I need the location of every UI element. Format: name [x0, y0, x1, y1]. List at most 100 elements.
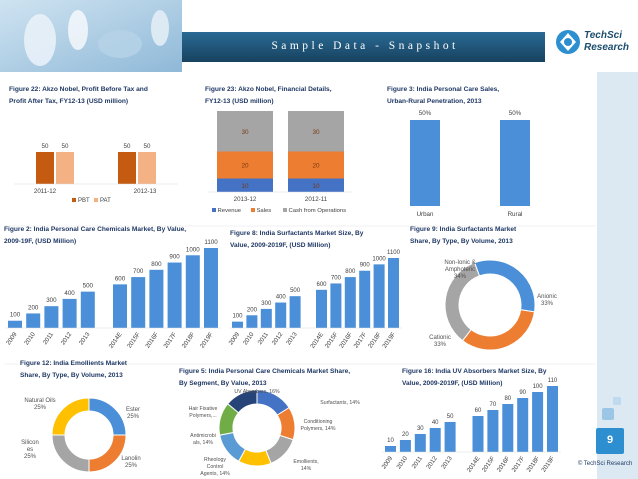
slice [227, 389, 258, 414]
data-label: 30 [241, 129, 249, 136]
bar [204, 248, 218, 328]
data-label: 100 [10, 312, 21, 319]
bar [487, 410, 499, 452]
header-band [182, 32, 545, 62]
bar [118, 152, 136, 184]
legend-label: Revenue [218, 208, 242, 214]
category-label: 2019F [540, 455, 556, 474]
bar [385, 446, 396, 452]
legend-swatch [212, 208, 216, 212]
data-label: 1100 [204, 239, 218, 246]
caption-fig5: Figure 5: India Personal Care Chemicals … [179, 366, 350, 389]
data-label: 50 [144, 143, 151, 150]
slice [88, 434, 127, 473]
data-label: 200 [247, 307, 258, 313]
data-label: 100 [232, 314, 243, 320]
slice-label: Polymers,... [189, 413, 216, 419]
caption-line: Figure 22: Akzo Nobel, Profit Before Tax… [9, 86, 148, 93]
bar [138, 152, 156, 184]
bar [472, 416, 484, 452]
bar [410, 120, 440, 206]
bar [547, 386, 558, 452]
caption-line: Figure 5: India Personal Care Chemicals … [179, 368, 351, 375]
slice-label: 33% [541, 301, 554, 307]
category-label: 2011 [411, 455, 425, 470]
category-label: 2015F [126, 331, 142, 350]
slice [51, 434, 90, 473]
data-label: 50 [62, 143, 69, 150]
bar [36, 152, 54, 184]
data-label: 1000 [372, 256, 386, 262]
slice-label: 25% [34, 405, 47, 411]
data-label: 40 [432, 420, 439, 426]
caption-line: Share, By Type, By Volume, 2013 [20, 371, 123, 379]
caption-line: Figure 16: India UV Absorbers Market Siz… [402, 368, 547, 375]
legend-swatch [251, 208, 255, 212]
slice-label: Antimicrobi [190, 433, 216, 439]
slice-label: Agents, 14% [200, 471, 230, 477]
slice [51, 397, 90, 436]
data-label: 300 [261, 301, 272, 307]
caption-fig8: Figure 8: India Surfactants Market Size,… [230, 228, 363, 251]
data-label: 10 [312, 183, 320, 190]
data-label: 600 [115, 275, 126, 282]
bar [444, 422, 456, 452]
bar [373, 264, 385, 328]
bar [275, 302, 287, 328]
data-label: 300 [46, 297, 57, 304]
bar-segment [288, 178, 344, 192]
chart-fig3: 50% Urban 50% Rural [410, 110, 530, 218]
legend-label: Sales [257, 208, 272, 214]
category-label: 2013-12 [234, 196, 257, 203]
category-label: 2010 [242, 331, 256, 347]
category-label: 2018F [525, 455, 541, 474]
bar-segment [288, 151, 344, 179]
data-label: 60 [475, 408, 482, 414]
caption-line: By Segment, By Value, 2013 [179, 379, 267, 387]
slice-label: Non-Ionic & [444, 260, 475, 266]
caption-fig12: Figure 12: India Emollients Market Share… [20, 358, 127, 381]
bar-segment [288, 111, 344, 152]
data-label: 1100 [387, 250, 401, 256]
caption-line: Figure 23: Akzo Nobel, Financial Details… [205, 86, 332, 93]
category-label: 2016F [338, 331, 354, 350]
category-label: Urban [417, 211, 434, 218]
bar [316, 289, 327, 328]
category-label: 2010 [395, 455, 409, 471]
slice-label: Lanolin [121, 456, 140, 462]
data-label: 600 [316, 282, 327, 288]
data-label: 700 [331, 275, 342, 281]
category-label: 2012-11 [305, 196, 328, 203]
bar [414, 434, 426, 452]
legend-label: PBT [78, 198, 90, 204]
data-label: 30 [312, 129, 320, 136]
bar [330, 283, 342, 328]
data-label: 30 [417, 426, 424, 432]
category-label: 2009 [381, 455, 395, 471]
caption-fig9: Figure 9: India Surfactants Market Share… [410, 224, 516, 247]
bar-segment [217, 178, 273, 192]
data-label: 90 [519, 390, 526, 396]
slice [444, 262, 481, 342]
data-label: 10 [387, 438, 394, 444]
category-label: 2012 [425, 455, 439, 471]
data-label: 400 [276, 295, 287, 301]
logo-mark-icon [556, 30, 580, 54]
category-label: 2012 [60, 331, 74, 347]
bar [167, 262, 182, 328]
bar [388, 258, 399, 328]
caption-line: Urban-Rural Penetration, 2013 [387, 97, 482, 105]
data-label: 800 [151, 261, 162, 268]
bar [62, 298, 77, 328]
page-number-box [596, 428, 624, 454]
data-label: 20 [312, 163, 320, 170]
slice [473, 259, 536, 313]
caption-fig23: Figure 23: Akzo Nobel, Financial Details… [205, 84, 332, 107]
slice-label: Rheology [204, 457, 226, 463]
category-label: 2016F [144, 331, 160, 350]
slice [265, 434, 294, 464]
slide-title: S a m p l e D a t a - S n a p s h o t [271, 40, 456, 52]
bar [232, 321, 243, 328]
caption-fig3: Figure 3: India Personal Care Sales, Urb… [387, 84, 499, 107]
